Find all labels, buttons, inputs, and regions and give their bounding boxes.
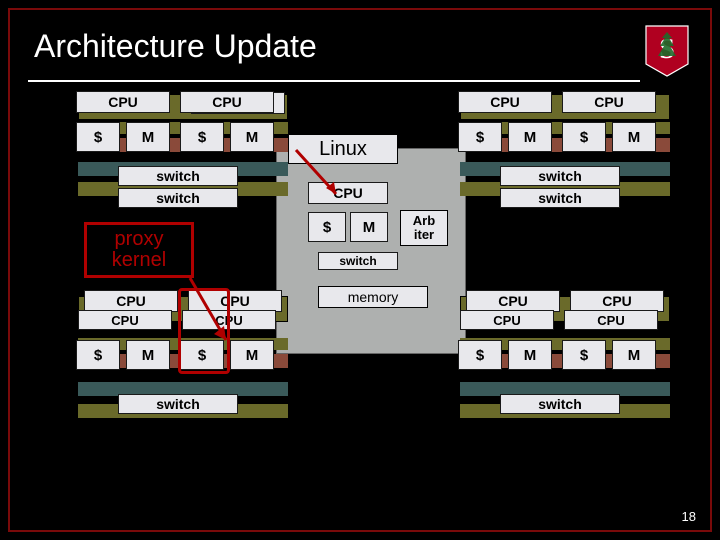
cpu-label: CPU — [602, 293, 632, 309]
switch-label: switch — [156, 168, 200, 184]
memory-box: memory — [318, 286, 428, 308]
cpu-label: CPU — [597, 313, 624, 328]
mem-label: M — [142, 129, 155, 146]
proxy-l1: proxy — [115, 229, 164, 250]
tr-cache-1: $ — [458, 122, 502, 152]
arbiter-l2: iter — [414, 228, 434, 242]
cpu-label: CPU — [493, 313, 520, 328]
cpu-label: CPU — [108, 94, 138, 110]
tl-mem-2: M — [230, 122, 274, 152]
switch-label: switch — [156, 396, 200, 412]
center-mem: M — [350, 212, 388, 242]
tr-cpu-1: CPU — [458, 91, 552, 113]
stanford-logo: S — [644, 24, 690, 78]
tl-cpu-1: CPU — [76, 91, 170, 113]
cpu-label: CPU — [212, 94, 242, 110]
bl-cache-1: $ — [76, 340, 120, 370]
arbiter-box: Arbiter — [400, 210, 448, 246]
center-cache: $ — [308, 212, 346, 242]
br-cache-2: $ — [562, 340, 606, 370]
cache-label: $ — [476, 347, 484, 364]
tl-switch-1: switch — [118, 166, 238, 186]
linux-arrow — [286, 150, 356, 210]
br-cpu-back-1: CPU — [466, 290, 560, 312]
tl-mem-1: M — [126, 122, 170, 152]
cpu-label: CPU — [490, 94, 520, 110]
arbiter-l1: Arb — [413, 214, 435, 228]
proxy-l2: kernel — [112, 250, 166, 271]
mem-label: M — [246, 129, 259, 146]
switch-label: switch — [156, 190, 200, 206]
br-mem-1: M — [508, 340, 552, 370]
tr-mem-2: M — [612, 122, 656, 152]
mem-label: M — [142, 347, 155, 364]
bl-cpu-back-1: CPU — [84, 290, 178, 312]
cpu-label: CPU — [594, 94, 624, 110]
mem-label: M — [628, 129, 641, 146]
proxy-arrow — [186, 278, 266, 358]
switch-label: switch — [538, 396, 582, 412]
architecture-diagram: CPU CPU $ M $ M switch switch CPU CPU $ … — [28, 92, 692, 500]
slide-title: Architecture Update — [34, 28, 317, 65]
br-cpu-front-2: CPU — [564, 310, 658, 330]
cache-label: $ — [580, 129, 588, 146]
cache-label: $ — [580, 347, 588, 364]
mem-label: M — [524, 347, 537, 364]
mem-label: M — [524, 129, 537, 146]
bl-mem-1: M — [126, 340, 170, 370]
slide-frame: Architecture Update S CPU CPU $ M $ M sw… — [8, 8, 712, 532]
tl-cache-2: $ — [180, 122, 224, 152]
mem-label: M — [363, 219, 376, 236]
tr-cache-2: $ — [562, 122, 606, 152]
tl-cpu-2: CPU — [180, 91, 274, 113]
mem-label: M — [628, 347, 641, 364]
switch-label: switch — [538, 190, 582, 206]
switch-label: switch — [538, 168, 582, 184]
tr-cpu-2: CPU — [562, 91, 656, 113]
bl-switch: switch — [118, 394, 238, 414]
cpu-label: CPU — [498, 293, 528, 309]
page-number: 18 — [682, 509, 696, 524]
br-switch: switch — [500, 394, 620, 414]
cpu-label: CPU — [116, 293, 146, 309]
proxy-kernel-label: proxy kernel — [84, 222, 194, 278]
br-cache-1: $ — [458, 340, 502, 370]
memory-label: memory — [348, 289, 399, 305]
br-cpu-back-2: CPU — [570, 290, 664, 312]
tr-switch-2: switch — [500, 188, 620, 208]
br-mem-2: M — [612, 340, 656, 370]
center-switch: switch — [318, 252, 398, 270]
tr-mem-1: M — [508, 122, 552, 152]
cache-label: $ — [323, 219, 331, 236]
cpu-label: CPU — [111, 313, 138, 328]
cache-label: $ — [198, 129, 206, 146]
switch-label: switch — [339, 254, 376, 268]
br-cpu-front-1: CPU — [460, 310, 554, 330]
cache-label: $ — [94, 347, 102, 364]
cache-label: $ — [94, 129, 102, 146]
bl-cpu-front-1: CPU — [78, 310, 172, 330]
tl-switch-2: switch — [118, 188, 238, 208]
tr-switch-1: switch — [500, 166, 620, 186]
title-rule — [28, 80, 640, 82]
tl-cache-1: $ — [76, 122, 120, 152]
cache-label: $ — [476, 129, 484, 146]
